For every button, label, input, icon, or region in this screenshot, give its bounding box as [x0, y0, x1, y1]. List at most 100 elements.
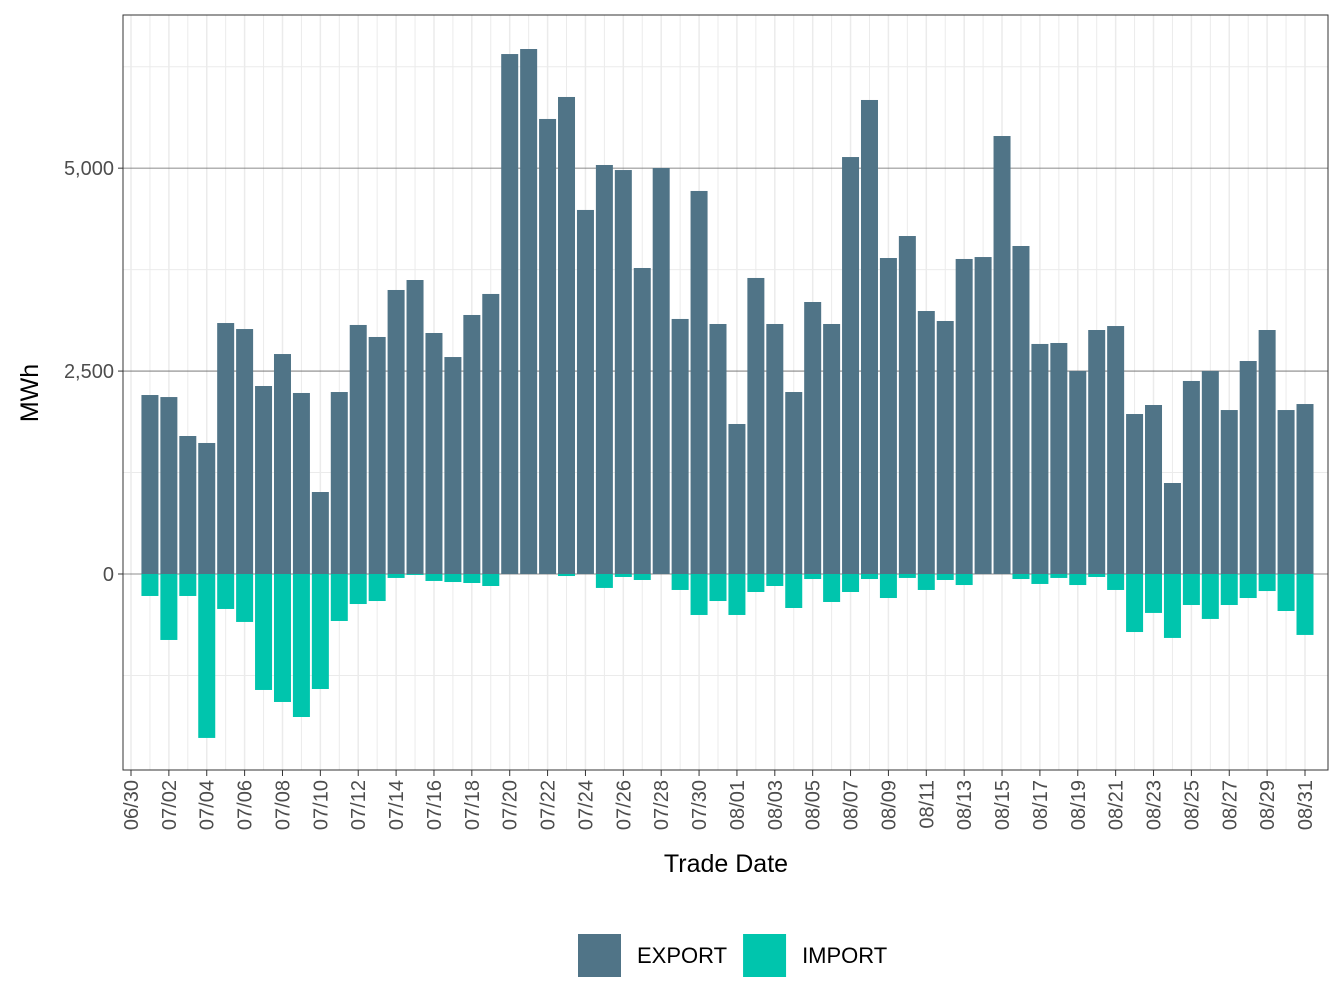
- x-tick-label: 08/31: [1295, 780, 1317, 830]
- bar: [728, 423, 746, 574]
- bar: [179, 573, 197, 596]
- bar: [842, 573, 860, 593]
- bar: [1239, 361, 1257, 574]
- x-tick-label: 07/08: [272, 780, 294, 830]
- bar: [1296, 573, 1314, 635]
- bar: [898, 236, 916, 574]
- bar: [728, 573, 746, 615]
- x-tick-label: 08/03: [765, 780, 787, 830]
- bar: [292, 392, 310, 574]
- x-tick-label: 07/04: [197, 780, 219, 830]
- bar: [236, 329, 254, 574]
- x-tick-label: 07/12: [348, 780, 370, 830]
- bar: [1182, 573, 1200, 605]
- panel-border: [122, 14, 1329, 771]
- bar: [1296, 404, 1314, 574]
- x-tick-label: 08/23: [1144, 780, 1166, 830]
- bar: [160, 573, 178, 640]
- bar: [255, 573, 273, 690]
- bar: [1258, 330, 1276, 574]
- legend-swatch: [743, 934, 787, 977]
- x-tick-label: 08/11: [916, 780, 938, 829]
- bar: [236, 573, 254, 622]
- bar: [311, 573, 329, 689]
- bar: [444, 573, 462, 583]
- x-tick-label: 08/21: [1106, 780, 1128, 830]
- bar: [1012, 573, 1030, 580]
- bar: [387, 573, 405, 578]
- bar: [1239, 573, 1257, 599]
- x-tick-label: 07/28: [651, 780, 673, 830]
- bar: [1069, 573, 1087, 586]
- bar: [633, 573, 651, 580]
- bar: [936, 320, 954, 574]
- bar: [1088, 573, 1106, 577]
- x-tick-label: 08/19: [1068, 780, 1090, 830]
- bar: [558, 96, 576, 574]
- x-tick-label: 08/07: [841, 780, 863, 830]
- bar: [614, 573, 632, 577]
- bar: [690, 573, 708, 615]
- x-tick-label: 06/30: [121, 780, 143, 830]
- bar: [1258, 573, 1276, 592]
- bar: [652, 167, 670, 574]
- legend-swatch: [578, 934, 621, 977]
- bar: [217, 573, 235, 609]
- x-tick-label: 07/10: [310, 780, 332, 830]
- bar: [595, 164, 613, 574]
- bar: [330, 573, 348, 621]
- x-tick-label: 07/18: [462, 780, 484, 830]
- bar: [785, 573, 803, 608]
- bar: [1107, 326, 1125, 574]
- bar: [444, 357, 462, 574]
- bar: [1126, 573, 1144, 633]
- legend-label: IMPORT: [802, 943, 887, 968]
- x-tick-label: 08/15: [992, 780, 1014, 830]
- bar: [595, 573, 613, 588]
- bar: [576, 209, 594, 574]
- bar: [1031, 343, 1049, 574]
- bar: [860, 573, 878, 580]
- bar: [141, 395, 159, 574]
- bar: [1145, 573, 1163, 613]
- x-tick-label: 08/25: [1181, 780, 1203, 830]
- bar: [1012, 245, 1030, 574]
- bar: [1277, 410, 1295, 574]
- legend-label: EXPORT: [637, 943, 727, 968]
- bar: [879, 258, 897, 574]
- bar: [823, 573, 841, 602]
- bar: [558, 573, 576, 577]
- bar: [368, 336, 386, 574]
- bar: [1182, 380, 1200, 574]
- bar: [747, 277, 765, 574]
- bar: [292, 573, 310, 717]
- x-tick-label: 07/06: [235, 780, 257, 830]
- x-tick-label: 07/22: [538, 780, 560, 830]
- bar: [1050, 342, 1068, 574]
- bar: [747, 573, 765, 593]
- bar: [198, 442, 216, 574]
- bar: [387, 289, 405, 574]
- bar: [898, 573, 916, 578]
- bar: [501, 54, 519, 574]
- bar: [842, 157, 860, 574]
- bar: [349, 573, 367, 605]
- bar: [766, 323, 784, 574]
- x-tick-label: 08/17: [1030, 780, 1052, 830]
- bar: [974, 257, 992, 574]
- bar: [1220, 573, 1238, 605]
- x-tick-label: 08/29: [1257, 780, 1279, 830]
- bar: [463, 314, 481, 574]
- bar: [425, 573, 443, 581]
- bar: [1145, 404, 1163, 574]
- y-tick-label: 2,500: [64, 361, 114, 383]
- bar: [860, 99, 878, 574]
- x-tick-label: 08/01: [727, 780, 749, 830]
- bar: [406, 573, 424, 575]
- x-tick-label: 07/16: [424, 780, 446, 830]
- bar: [936, 573, 954, 580]
- bar: [917, 311, 935, 574]
- x-tick-label: 08/09: [878, 780, 900, 830]
- bar: [709, 573, 727, 602]
